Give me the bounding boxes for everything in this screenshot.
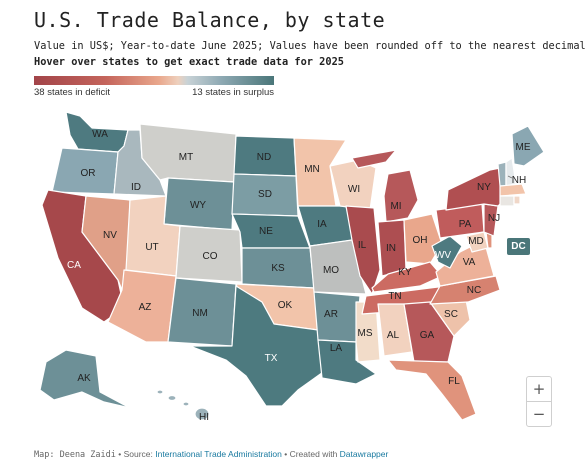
legend-gradient-bar: [34, 76, 274, 85]
label-ne: NE: [259, 226, 273, 237]
zoom-out-button[interactable]: −: [527, 401, 551, 426]
label-in: IN: [386, 243, 396, 254]
state-mo[interactable]: [309, 239, 367, 295]
datawrapper-link[interactable]: Datawrapper: [339, 449, 389, 459]
label-al: AL: [387, 330, 400, 341]
state-ak[interactable]: [39, 349, 131, 409]
state-me[interactable]: [511, 125, 545, 167]
label-la: LA: [330, 343, 343, 354]
label-id: ID: [131, 182, 141, 193]
label-ms: MS: [358, 328, 373, 339]
state-ma[interactable]: [499, 183, 527, 197]
label-nc: NC: [467, 285, 481, 296]
label-sc: SC: [444, 309, 458, 320]
label-ky: KY: [398, 267, 412, 278]
label-nv: NV: [103, 230, 117, 241]
state-ny[interactable]: [445, 167, 505, 211]
state-fl[interactable]: [387, 359, 477, 421]
label-ak: AK: [77, 373, 91, 384]
label-mt: MT: [179, 152, 193, 163]
label-wy: WY: [190, 200, 206, 211]
state-il[interactable]: [345, 205, 381, 295]
label-mi: MI: [390, 201, 401, 212]
state-ct[interactable]: [499, 195, 515, 207]
label-me: ME: [516, 142, 531, 153]
footer-credits: Map: Deena Zaidi • Source: International…: [34, 449, 388, 460]
label-mn: MN: [304, 164, 320, 175]
legend-surplus-label: 13 states in surplus: [192, 87, 274, 98]
hover-instruction: Hover over states to get exact trade dat…: [34, 56, 344, 68]
state-mi[interactable]: [351, 149, 419, 223]
label-ny: NY: [477, 182, 491, 193]
zoom-in-button[interactable]: +: [532, 380, 546, 398]
state-mn[interactable]: [293, 137, 347, 207]
label-nj: NJ: [488, 213, 500, 224]
label-va: VA: [463, 257, 476, 268]
nh-leader-line: [507, 175, 513, 179]
label-tx: TX: [265, 353, 278, 364]
label-nm: NM: [192, 308, 208, 319]
footer-separator-source: • Source:: [115, 449, 156, 459]
state-vt[interactable]: [497, 161, 507, 187]
color-legend: 38 states in deficit 13 states in surplu…: [34, 76, 274, 98]
label-ks: KS: [271, 263, 285, 274]
label-mo: MO: [323, 265, 339, 276]
label-co: CO: [203, 251, 218, 262]
state-ga[interactable]: [403, 301, 455, 363]
label-sd: SD: [258, 189, 272, 200]
state-tx[interactable]: [189, 285, 327, 407]
state-ri[interactable]: [513, 195, 521, 205]
label-ar: AR: [324, 309, 338, 320]
label-pa: PA: [459, 219, 472, 230]
zoom-control: + −: [526, 376, 552, 427]
state-labels: WA OR CA NV ID MT WY UT AZ CO NM ND SD N…: [67, 129, 531, 423]
state-wv[interactable]: [431, 235, 463, 269]
chart-title: U.S. Trade Balance, by state: [34, 8, 386, 32]
label-ia: IA: [317, 219, 327, 230]
label-wa: WA: [92, 129, 108, 140]
label-tn: TN: [388, 291, 401, 302]
label-az: AZ: [139, 302, 152, 313]
label-ok: OK: [278, 300, 293, 311]
state-dc-badge[interactable]: DC: [507, 238, 530, 255]
label-wv: WV: [435, 250, 451, 261]
label-fl: FL: [448, 376, 460, 387]
footer-separator-tool: • Created with: [281, 449, 340, 459]
label-ut: UT: [145, 242, 158, 253]
source-link[interactable]: International Trade Administration: [155, 449, 282, 459]
chart-subtitle: Value in US$; Year-to-date June 2025; Va…: [34, 40, 586, 52]
label-oh: OH: [413, 235, 428, 246]
label-nh: NH: [512, 175, 526, 186]
label-ca: CA: [67, 260, 81, 271]
label-wi: WI: [348, 184, 360, 195]
label-or: OR: [81, 168, 96, 179]
legend-deficit-label: 38 states in deficit: [34, 87, 111, 98]
label-md: MD: [468, 236, 484, 247]
state-hi[interactable]: [156, 389, 210, 421]
label-hi: HI: [199, 412, 209, 423]
map-author: Map: Deena Zaidi: [34, 450, 116, 460]
label-nd: ND: [257, 152, 271, 163]
label-ga: GA: [420, 330, 435, 341]
label-il: IL: [358, 240, 367, 251]
